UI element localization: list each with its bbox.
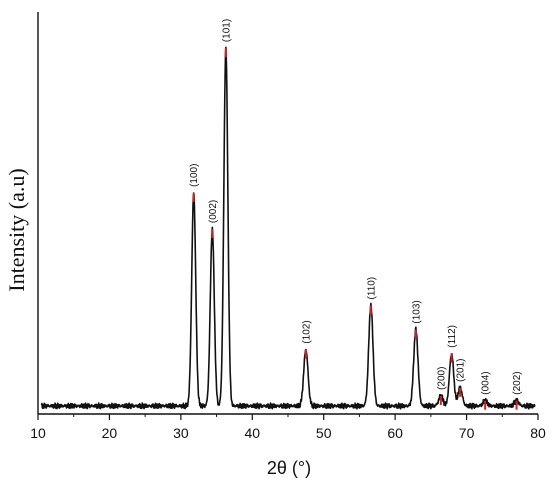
peak-label: (202) — [512, 371, 523, 394]
axes-layer: 10 20 30 40 50 60 70 80 — [30, 12, 546, 441]
peak-label: (103) — [411, 300, 422, 323]
peak-label: (004) — [481, 371, 492, 394]
trace-layer — [40, 46, 536, 410]
x-tick-label: 80 — [530, 425, 546, 441]
x-tick-label: 20 — [102, 425, 118, 441]
peak-label: (201) — [456, 359, 467, 382]
y-axis-title: Intensity (a.u) — [4, 168, 29, 291]
x-tick-label: 30 — [173, 425, 189, 441]
x-tick-label: 40 — [244, 425, 260, 441]
x-tick-label: 70 — [459, 425, 475, 441]
x-axis-title: 2θ (°) — [267, 458, 311, 478]
peak-layer: (100) (002) (101) (102) (110) (103) (200) (112)… — [189, 19, 523, 410]
x-tick-label: 60 — [387, 425, 403, 441]
peak-label: (101) — [221, 19, 232, 42]
peak-label: (112) — [447, 325, 458, 348]
peak-label: (200) — [436, 367, 447, 390]
peak-label: (110) — [366, 277, 377, 300]
peak-label: (102) — [301, 320, 312, 343]
peak-label: (002) — [208, 200, 219, 223]
peak-label: (100) — [189, 164, 200, 187]
x-tick-label: 50 — [316, 425, 332, 441]
x-tick-label: 10 — [30, 425, 46, 441]
xrd-trace-line — [40, 46, 536, 410]
